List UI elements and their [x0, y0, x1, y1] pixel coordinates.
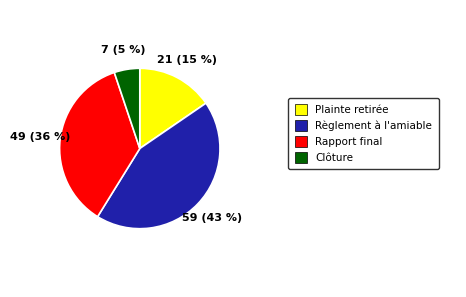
Text: 59 (43 %): 59 (43 %) — [182, 213, 242, 223]
Legend: Plainte retirée, Règlement à l'amiable, Rapport final, Clôture: Plainte retirée, Règlement à l'amiable, … — [288, 98, 439, 169]
Wedge shape — [97, 103, 220, 229]
Text: 21 (15 %): 21 (15 %) — [157, 55, 217, 65]
Text: 7 (5 %): 7 (5 %) — [102, 45, 146, 55]
Wedge shape — [114, 68, 140, 148]
Wedge shape — [140, 68, 206, 148]
Wedge shape — [60, 72, 140, 217]
Text: 49 (36 %): 49 (36 %) — [10, 132, 70, 142]
